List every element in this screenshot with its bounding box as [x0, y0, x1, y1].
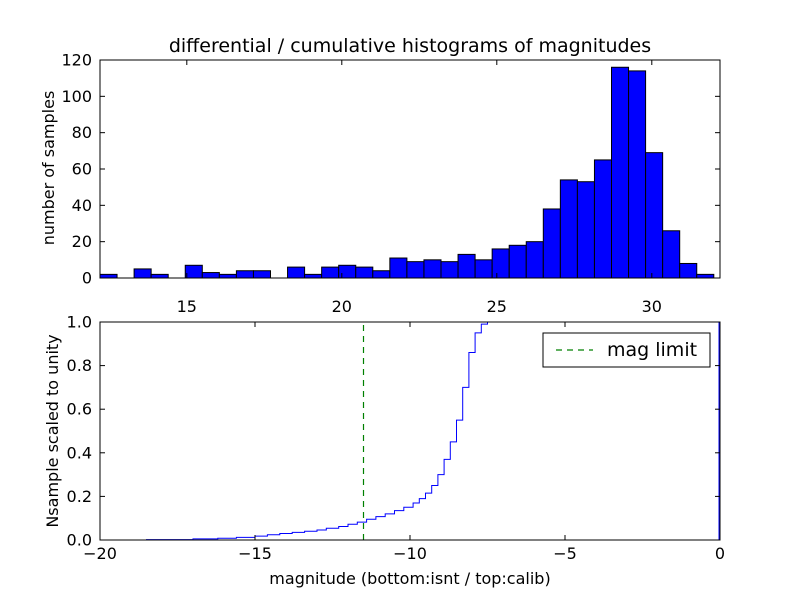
bottom-x-tick-label: −10	[393, 544, 427, 563]
histogram-bar	[440, 261, 459, 279]
top-y-tick-label: 0	[82, 269, 92, 288]
histogram-bar	[576, 181, 595, 279]
histogram-bar	[457, 253, 476, 279]
histogram-bar	[542, 208, 561, 279]
bottom-y-tick-label: 0.4	[67, 443, 92, 462]
bottom-x-tick-label: −20	[83, 544, 117, 563]
legend-label-mag-limit: mag limit	[607, 339, 697, 361]
histogram-bar	[679, 262, 698, 279]
histogram-bars	[99, 66, 715, 279]
bottom-y-tick-label: 0.8	[67, 356, 92, 375]
cumulative-step-line	[100, 321, 719, 541]
bottom-y-axis-label: Nsample scaled to unity	[43, 334, 62, 527]
cumulative-lines	[100, 321, 720, 541]
top-y-tick-label: 80	[72, 123, 92, 142]
histogram-bar	[474, 259, 493, 279]
bottom-y-tick-label: 1.0	[67, 313, 92, 332]
histogram-bar	[389, 257, 408, 279]
histogram-bar	[287, 266, 306, 279]
bottom-x-tick-label: −15	[238, 544, 272, 563]
histogram-bar	[611, 66, 630, 279]
histogram-bar	[201, 272, 220, 279]
histogram-bar	[338, 264, 357, 279]
bottom-y-tick-label: 0.0	[67, 531, 92, 550]
histogram-bar	[508, 244, 527, 279]
histogram-bar	[696, 273, 715, 279]
histogram-bar	[235, 270, 254, 279]
bottom-plot-frame	[99, 321, 721, 541]
chart-title: differential / cumulative histograms of …	[169, 35, 651, 57]
histogram-bar	[423, 259, 442, 279]
histogram-bar	[645, 152, 664, 279]
differential-histogram-panel: differential / cumulative histograms of …	[39, 35, 721, 316]
histogram-bar	[491, 248, 510, 279]
bottom-x-tick-label: 0	[715, 544, 725, 563]
histogram-bar	[252, 270, 271, 279]
histogram-bar	[355, 266, 374, 279]
histogram-bar	[184, 264, 203, 279]
top-y-tick-label: 120	[61, 51, 92, 70]
histogram-bar	[662, 230, 681, 279]
histogram-bar	[150, 273, 169, 279]
histogram-bar	[304, 273, 323, 279]
top-x-tick-label: 30	[642, 297, 662, 316]
top-axis-ticks: 0 20 40 60 80 100 120 15 20 25 30	[61, 51, 720, 316]
top-x-tick-label: 20	[332, 297, 352, 316]
histogram-bar	[406, 261, 425, 279]
top-plot-frame	[99, 59, 721, 279]
histogram-bar	[218, 273, 237, 279]
bottom-x-tick-label: −5	[553, 544, 577, 563]
top-y-tick-label: 100	[61, 87, 92, 106]
histogram-bar	[133, 268, 152, 279]
top-x-tick-label: 15	[177, 297, 197, 316]
cumulative-histogram-panel: Nsample scaled to unity magnitude (botto…	[43, 313, 725, 589]
top-y-tick-label: 20	[72, 232, 92, 251]
bottom-axis-ticks: 0.0 0.2 0.4 0.6 0.8 1.0 −20 −15 −10 −5 0	[67, 313, 726, 564]
top-y-tick-label: 60	[72, 160, 92, 179]
histogram-bar	[99, 273, 118, 279]
histogram-bar	[321, 266, 340, 279]
bottom-y-tick-label: 0.6	[67, 400, 92, 419]
bottom-x-axis-label: magnitude (bottom:isnt / top:calib)	[269, 569, 550, 588]
histogram-bar	[628, 70, 647, 279]
top-y-axis-label: number of samples	[39, 91, 58, 246]
histogram-bar	[559, 179, 578, 279]
bottom-y-tick-label: 0.2	[67, 487, 92, 506]
legend: mag limit	[542, 332, 711, 368]
histogram-bar	[593, 159, 613, 279]
top-y-tick-label: 40	[72, 196, 92, 215]
histogram-bar	[372, 270, 391, 279]
top-x-tick-label: 25	[487, 297, 507, 316]
histogram-bar	[525, 241, 544, 279]
